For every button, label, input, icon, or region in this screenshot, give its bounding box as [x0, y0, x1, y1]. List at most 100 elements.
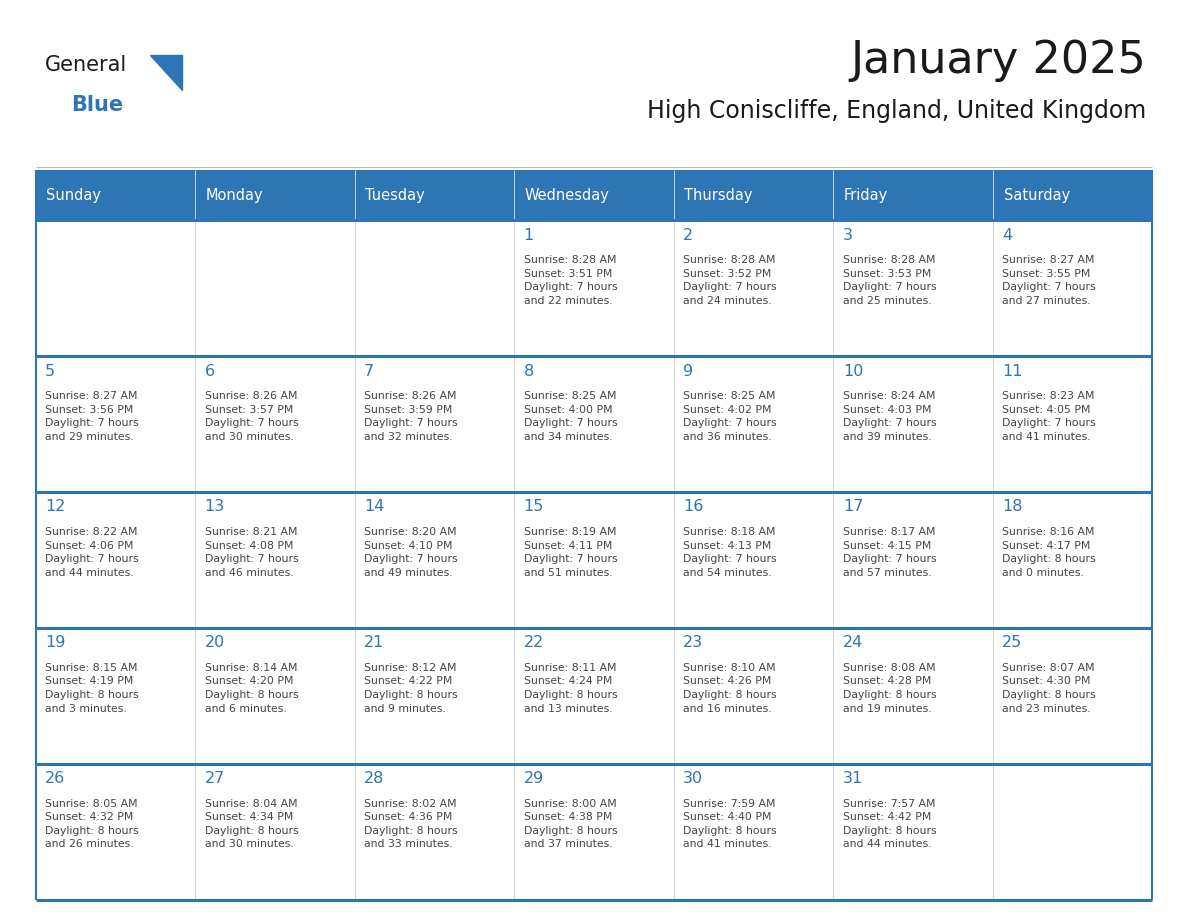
Text: 21: 21: [365, 635, 385, 650]
Text: Blue: Blue: [71, 95, 124, 115]
Bar: [993, 170, 1152, 220]
Bar: [674, 220, 833, 356]
Bar: [674, 356, 833, 492]
Text: 13: 13: [204, 499, 225, 514]
Text: Sunrise: 8:28 AM
Sunset: 3:53 PM
Daylight: 7 hours
and 25 minutes.: Sunrise: 8:28 AM Sunset: 3:53 PM Dayligh…: [842, 255, 936, 306]
Text: Sunrise: 8:26 AM
Sunset: 3:59 PM
Daylight: 7 hours
and 32 minutes.: Sunrise: 8:26 AM Sunset: 3:59 PM Dayligh…: [365, 391, 457, 442]
Bar: [514, 492, 674, 628]
Text: 14: 14: [365, 499, 385, 514]
Bar: [514, 220, 674, 356]
Text: Wednesday: Wednesday: [525, 187, 609, 203]
Text: 23: 23: [683, 635, 703, 650]
Bar: [355, 356, 514, 492]
Text: 31: 31: [842, 771, 862, 786]
Bar: [355, 628, 514, 764]
Text: Sunrise: 8:00 AM
Sunset: 4:38 PM
Daylight: 8 hours
and 37 minutes.: Sunrise: 8:00 AM Sunset: 4:38 PM Dayligh…: [524, 799, 618, 849]
Bar: [36, 220, 195, 356]
Text: Sunrise: 7:59 AM
Sunset: 4:40 PM
Daylight: 8 hours
and 41 minutes.: Sunrise: 7:59 AM Sunset: 4:40 PM Dayligh…: [683, 799, 777, 849]
Text: 4: 4: [1003, 228, 1012, 242]
Bar: [833, 628, 993, 764]
Text: Sunrise: 8:23 AM
Sunset: 4:05 PM
Daylight: 7 hours
and 41 minutes.: Sunrise: 8:23 AM Sunset: 4:05 PM Dayligh…: [1003, 391, 1097, 442]
Bar: [195, 764, 355, 900]
Text: Sunrise: 8:25 AM
Sunset: 4:00 PM
Daylight: 7 hours
and 34 minutes.: Sunrise: 8:25 AM Sunset: 4:00 PM Dayligh…: [524, 391, 618, 442]
Bar: [833, 356, 993, 492]
Polygon shape: [150, 55, 182, 90]
Text: 29: 29: [524, 771, 544, 786]
Text: Sunrise: 8:22 AM
Sunset: 4:06 PM
Daylight: 7 hours
and 44 minutes.: Sunrise: 8:22 AM Sunset: 4:06 PM Dayligh…: [45, 527, 139, 577]
Text: Sunrise: 8:26 AM
Sunset: 3:57 PM
Daylight: 7 hours
and 30 minutes.: Sunrise: 8:26 AM Sunset: 3:57 PM Dayligh…: [204, 391, 298, 442]
Bar: [674, 492, 833, 628]
Text: Sunrise: 8:19 AM
Sunset: 4:11 PM
Daylight: 7 hours
and 51 minutes.: Sunrise: 8:19 AM Sunset: 4:11 PM Dayligh…: [524, 527, 618, 577]
Text: Sunrise: 8:24 AM
Sunset: 4:03 PM
Daylight: 7 hours
and 39 minutes.: Sunrise: 8:24 AM Sunset: 4:03 PM Dayligh…: [842, 391, 936, 442]
Text: Sunrise: 8:07 AM
Sunset: 4:30 PM
Daylight: 8 hours
and 23 minutes.: Sunrise: 8:07 AM Sunset: 4:30 PM Dayligh…: [1003, 663, 1097, 713]
Text: 9: 9: [683, 364, 694, 378]
Text: General: General: [45, 55, 127, 75]
Text: Sunrise: 8:14 AM
Sunset: 4:20 PM
Daylight: 8 hours
and 6 minutes.: Sunrise: 8:14 AM Sunset: 4:20 PM Dayligh…: [204, 663, 298, 713]
Text: 25: 25: [1003, 635, 1023, 650]
Text: 5: 5: [45, 364, 56, 378]
Bar: [36, 628, 195, 764]
Bar: [833, 170, 993, 220]
Text: Sunrise: 8:04 AM
Sunset: 4:34 PM
Daylight: 8 hours
and 30 minutes.: Sunrise: 8:04 AM Sunset: 4:34 PM Dayligh…: [204, 799, 298, 849]
Text: Friday: Friday: [843, 187, 889, 203]
Text: 6: 6: [204, 364, 215, 378]
Text: Sunrise: 8:28 AM
Sunset: 3:51 PM
Daylight: 7 hours
and 22 minutes.: Sunrise: 8:28 AM Sunset: 3:51 PM Dayligh…: [524, 255, 618, 306]
Bar: [355, 170, 514, 220]
Bar: [36, 170, 195, 220]
Text: 19: 19: [45, 635, 65, 650]
Bar: [833, 764, 993, 900]
Bar: [674, 764, 833, 900]
Bar: [36, 356, 195, 492]
Text: 22: 22: [524, 635, 544, 650]
Text: Sunrise: 8:05 AM
Sunset: 4:32 PM
Daylight: 8 hours
and 26 minutes.: Sunrise: 8:05 AM Sunset: 4:32 PM Dayligh…: [45, 799, 139, 849]
Bar: [195, 356, 355, 492]
Text: Sunrise: 8:15 AM
Sunset: 4:19 PM
Daylight: 8 hours
and 3 minutes.: Sunrise: 8:15 AM Sunset: 4:19 PM Dayligh…: [45, 663, 139, 713]
Bar: [355, 492, 514, 628]
Text: 8: 8: [524, 364, 533, 378]
Text: 7: 7: [365, 364, 374, 378]
Text: 3: 3: [842, 228, 853, 242]
Text: Sunrise: 8:08 AM
Sunset: 4:28 PM
Daylight: 8 hours
and 19 minutes.: Sunrise: 8:08 AM Sunset: 4:28 PM Dayligh…: [842, 663, 936, 713]
Bar: [514, 628, 674, 764]
Text: Monday: Monday: [206, 187, 264, 203]
Bar: [195, 220, 355, 356]
Text: Sunrise: 8:11 AM
Sunset: 4:24 PM
Daylight: 8 hours
and 13 minutes.: Sunrise: 8:11 AM Sunset: 4:24 PM Dayligh…: [524, 663, 618, 713]
Text: 16: 16: [683, 499, 703, 514]
Text: 2: 2: [683, 228, 694, 242]
Text: Sunday: Sunday: [46, 187, 101, 203]
Bar: [993, 764, 1152, 900]
Bar: [514, 170, 674, 220]
Bar: [833, 220, 993, 356]
Text: Tuesday: Tuesday: [366, 187, 425, 203]
Text: 28: 28: [365, 771, 385, 786]
Text: Sunrise: 8:21 AM
Sunset: 4:08 PM
Daylight: 7 hours
and 46 minutes.: Sunrise: 8:21 AM Sunset: 4:08 PM Dayligh…: [204, 527, 298, 577]
Text: Sunrise: 8:20 AM
Sunset: 4:10 PM
Daylight: 7 hours
and 49 minutes.: Sunrise: 8:20 AM Sunset: 4:10 PM Dayligh…: [365, 527, 457, 577]
Bar: [195, 628, 355, 764]
Text: 30: 30: [683, 771, 703, 786]
Text: Sunrise: 8:25 AM
Sunset: 4:02 PM
Daylight: 7 hours
and 36 minutes.: Sunrise: 8:25 AM Sunset: 4:02 PM Dayligh…: [683, 391, 777, 442]
Text: Sunrise: 8:16 AM
Sunset: 4:17 PM
Daylight: 8 hours
and 0 minutes.: Sunrise: 8:16 AM Sunset: 4:17 PM Dayligh…: [1003, 527, 1097, 577]
Text: 20: 20: [204, 635, 225, 650]
Text: Sunrise: 7:57 AM
Sunset: 4:42 PM
Daylight: 8 hours
and 44 minutes.: Sunrise: 7:57 AM Sunset: 4:42 PM Dayligh…: [842, 799, 936, 849]
Text: Saturday: Saturday: [1004, 187, 1069, 203]
Bar: [833, 492, 993, 628]
Text: 15: 15: [524, 499, 544, 514]
Text: 1: 1: [524, 228, 533, 242]
Bar: [355, 764, 514, 900]
Bar: [195, 170, 355, 220]
Bar: [195, 492, 355, 628]
Bar: [355, 220, 514, 356]
Text: January 2025: January 2025: [851, 39, 1146, 82]
Text: 24: 24: [842, 635, 862, 650]
Text: 10: 10: [842, 364, 864, 378]
Text: Sunrise: 8:27 AM
Sunset: 3:56 PM
Daylight: 7 hours
and 29 minutes.: Sunrise: 8:27 AM Sunset: 3:56 PM Dayligh…: [45, 391, 139, 442]
Text: 11: 11: [1003, 364, 1023, 378]
Text: Sunrise: 8:12 AM
Sunset: 4:22 PM
Daylight: 8 hours
and 9 minutes.: Sunrise: 8:12 AM Sunset: 4:22 PM Dayligh…: [365, 663, 457, 713]
Text: 12: 12: [45, 499, 65, 514]
Bar: [514, 356, 674, 492]
Bar: [36, 492, 195, 628]
Text: Sunrise: 8:02 AM
Sunset: 4:36 PM
Daylight: 8 hours
and 33 minutes.: Sunrise: 8:02 AM Sunset: 4:36 PM Dayligh…: [365, 799, 457, 849]
Text: High Coniscliffe, England, United Kingdom: High Coniscliffe, England, United Kingdo…: [647, 99, 1146, 123]
Bar: [36, 764, 195, 900]
Text: Sunrise: 8:18 AM
Sunset: 4:13 PM
Daylight: 7 hours
and 54 minutes.: Sunrise: 8:18 AM Sunset: 4:13 PM Dayligh…: [683, 527, 777, 577]
